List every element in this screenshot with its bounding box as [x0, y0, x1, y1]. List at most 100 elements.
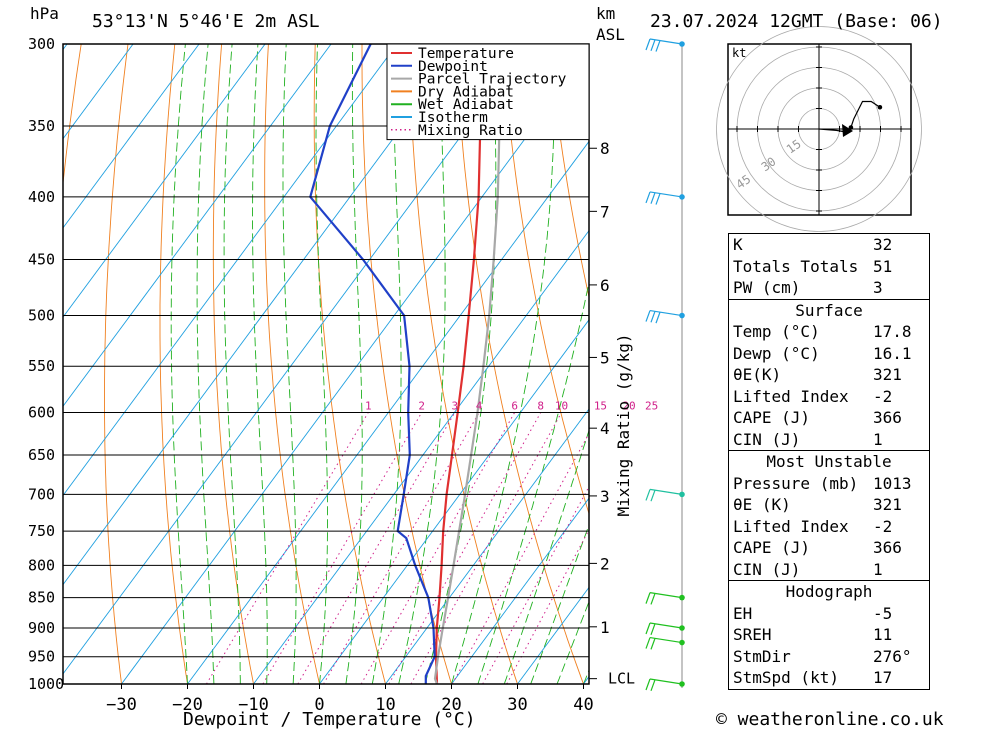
mixing-ratio-line: [506, 528, 589, 684]
hodograph-ring-label: 45: [733, 172, 753, 192]
mu-label: CIN (J): [733, 559, 801, 579]
wind-barb-flag: [645, 622, 651, 635]
wind-barb-flag: [645, 678, 651, 691]
pressure-tick-label: 300: [28, 35, 55, 53]
surface-label: Lifted Index: [733, 386, 849, 406]
km-tick-label: 3: [600, 487, 610, 506]
mixing-ratio-axis-label: Mixing Ratio (g/kg): [614, 333, 633, 517]
mu-label: Pressure (mb): [733, 473, 859, 493]
hodo-value: 276°: [873, 646, 912, 666]
wind-barb-shaft: [649, 309, 683, 317]
surface-value: 1: [873, 429, 883, 449]
asl-unit-label: ASL: [596, 25, 625, 44]
isotherm-line: [0, 44, 1, 684]
index-label: Totals Totals: [733, 256, 859, 276]
mixing-ratio-line: [410, 412, 562, 684]
mixing-ratio-value-label: 4: [476, 399, 483, 412]
wind-barb-flag: [655, 40, 661, 52]
wind-barb-flag: [650, 593, 656, 605]
x-tick-label: 0: [314, 695, 324, 715]
table-row: EH -5: [729, 603, 929, 625]
mixing-ratio-value-label: 20: [622, 399, 635, 412]
table-row: Pressure (mb) 1013: [729, 473, 929, 495]
hodo-label: SREH: [733, 625, 772, 644]
pressure-unit-label: hPa: [30, 4, 59, 23]
table-row: StmSpd (kt) 17: [729, 667, 929, 689]
isotherm-line: [253, 229, 589, 684]
x-tick-label: −10: [238, 695, 269, 715]
table-row: θE (K) 321: [729, 494, 929, 516]
hodograph-heading: Hodograph: [729, 580, 929, 603]
mu-label: θE (K): [733, 495, 791, 514]
mixing-ratio-value-label: 10: [555, 399, 568, 412]
surface-heading: Surface: [729, 298, 929, 322]
mu-value: 321: [873, 495, 902, 514]
isotherm-line: [319, 319, 589, 684]
legend-entry-label: Isotherm: [418, 110, 488, 126]
km-tick-label: 2: [600, 554, 610, 573]
surface-value: 16.1: [873, 343, 912, 363]
km-tick-label: 6: [600, 276, 610, 295]
table-row: θE(K) 321: [729, 364, 929, 386]
mixing-ratio-value-label: 15: [594, 399, 607, 412]
mixing-ratio-value-label: 6: [511, 399, 518, 412]
hodo-label: EH: [733, 603, 753, 623]
isotherm-line: [63, 44, 464, 586]
datetime-label: 23.07.2024 12GMT (Base: 06): [650, 11, 943, 32]
mixing-ratio-line: [388, 412, 542, 684]
mixing-ratio-value-label: 2: [418, 399, 425, 412]
wind-barb-flag: [650, 623, 656, 635]
wind-barb-shaft: [649, 191, 683, 198]
dry-adiabat-line: [104, 44, 129, 684]
mixing-ratio-line: [206, 412, 369, 684]
surface-value: 366: [873, 408, 902, 427]
surface-label: θE(K): [733, 365, 782, 384]
wind-barb-flag: [650, 192, 656, 204]
legend-entry-label: Wet Adiabat: [418, 97, 514, 113]
isotherm-line: [63, 44, 266, 318]
wind-barb-flag: [645, 38, 651, 51]
wind-barb-flag: [650, 489, 656, 502]
surface-label: CAPE (J): [733, 408, 811, 427]
wet-adiabat-line: [556, 600, 589, 684]
pressure-tick-label: 400: [28, 188, 55, 206]
index-value: 3: [873, 278, 883, 297]
wet-adiabat-line: [196, 44, 215, 684]
wind-barb-shaft: [649, 38, 683, 45]
mixing-ratio-line: [360, 412, 516, 684]
pressure-tick-label: 450: [28, 251, 55, 269]
km-tick-label: 5: [600, 348, 610, 367]
table-row: CAPE (J) 366: [729, 537, 929, 559]
wind-barb-flag: [645, 592, 651, 604]
pressure-tick-label: 1000: [28, 675, 64, 693]
surface-label: Temp (°C): [733, 322, 820, 341]
wet-adiabat-line: [170, 44, 188, 684]
dry-adiabat-line: [970, 44, 1000, 684]
pressure-tick-label: 950: [28, 648, 55, 666]
pressure-tick-label: 500: [28, 307, 55, 325]
hodo-label: StmSpd (kt): [733, 668, 839, 687]
isotherm-line: [187, 140, 589, 684]
mixing-ratio-line: [482, 485, 589, 684]
mu-value: -2: [873, 516, 893, 536]
isotherm-line: [63, 44, 530, 675]
wind-barb-flag: [645, 310, 651, 322]
km-tick-label: 4: [600, 419, 610, 438]
table-row: Dewp (°C) 16.1: [729, 343, 929, 365]
wet-adiabat-line: [282, 44, 297, 684]
wind-barb-shaft: [649, 678, 683, 685]
wind-barb-dot: [679, 312, 685, 319]
table-row: CAPE (J) 366: [729, 407, 929, 429]
legend-entry-label: Mixing Ratio: [418, 123, 523, 139]
pressure-tick-label: 600: [28, 403, 55, 421]
isotherm-line: [63, 44, 134, 140]
indices-table: K 32 Totals Totals 51 PW (cm) 3 Surface Tem…: [728, 233, 930, 690]
mu-value: 1013: [873, 473, 912, 493]
pressure-tick-label: 650: [28, 446, 55, 464]
x-axis-label: Dewpoint / Temperature (°C): [183, 709, 476, 730]
wet-adiabat-line: [371, 44, 402, 684]
table-row: K 32: [729, 234, 929, 256]
copyright-link[interactable]: © weatheronline.co.uk: [716, 709, 944, 730]
km-tick-label: 7: [600, 202, 610, 221]
